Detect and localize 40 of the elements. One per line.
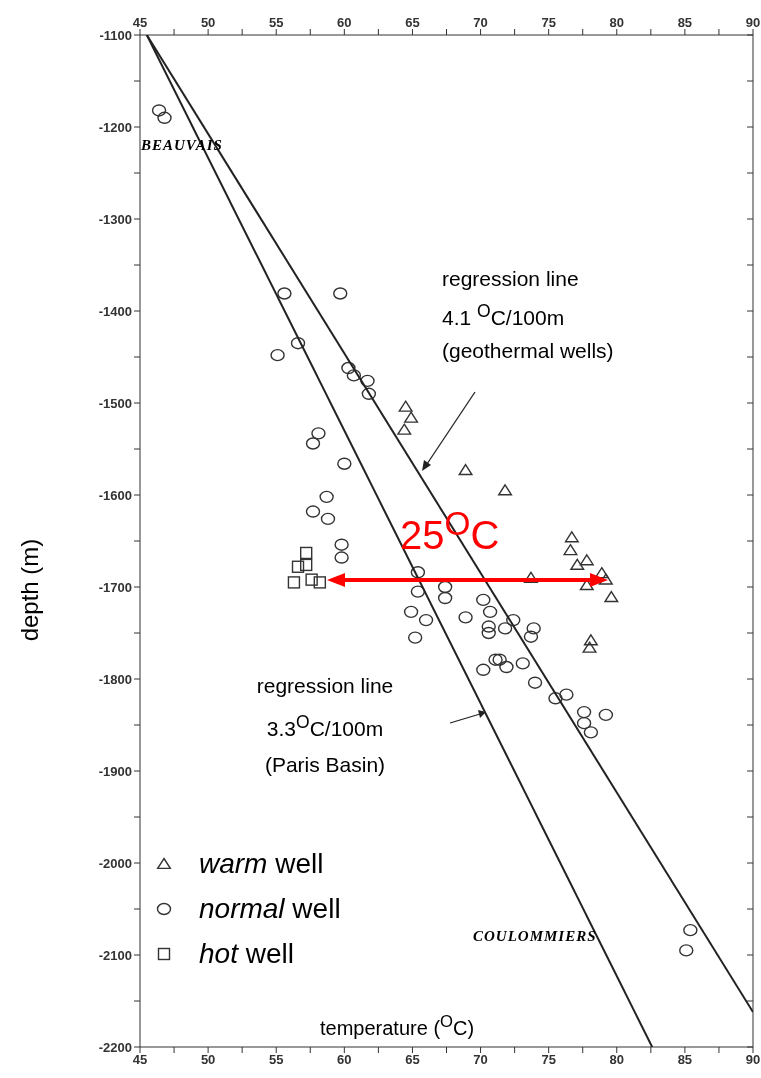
x2-tick-label: 70 [473,1052,488,1068]
annotation: COULOMMIERS [473,928,597,945]
x2-tick-label: 45 [132,1052,148,1068]
y-tick-label: -1600 [98,487,132,503]
x-tick-label: 70 [473,15,488,30]
y-tick-label: -1500 [98,395,132,411]
x-tick-label: 80 [609,15,625,30]
x2-tick-label: 50 [200,1052,216,1068]
y-tick-label: -1100 [99,27,132,43]
annotation: regression line 3.3$^{O}$C/100m (Paris Basin) [255,673,395,778]
x2-tick-label: 90 [745,1052,761,1068]
y-tick-label: -1400 [98,303,132,319]
legend-label: warm well [199,847,324,880]
x-tick-label: 60 [337,15,352,30]
x2-tick-label: 75 [541,1052,556,1068]
y-tick-label: -1900 [98,763,132,779]
legend-label: hot well [199,937,294,970]
x-tick-label: 85 [677,15,693,30]
y-axis-title: depth (m) [16,538,44,642]
y-tick-label: -1200 [98,119,132,135]
x2-tick-label: 80 [609,1052,625,1068]
annotation: regression line 4.1 $^{O}$C/100m (geothermal wells) [442,266,614,364]
y-tick-label: -1800 [98,671,132,687]
y-tick-label: -1700 [98,579,132,595]
x2-tick-label: 85 [677,1052,693,1068]
x2-tick-label: 65 [405,1052,420,1068]
legend-label: normal well [199,892,341,925]
y-tick-label: -2100 [98,947,132,963]
x-tick-label: 75 [541,15,556,30]
x-tick-label: 90 [745,15,761,30]
x-tick-label: 65 [405,15,420,30]
y-tick-label: -1300 [98,211,132,227]
x-tick-label: 55 [268,15,284,30]
x-tick-label: 45 [132,15,148,30]
x-axis-title: temperature ($^{O}$C) [320,1012,475,1040]
x2-tick-label: 60 [337,1052,352,1068]
y-tick-label: -2200 [98,1039,132,1055]
x-tick-label: 50 [200,15,216,30]
y-tick-label: -2000 [98,855,132,871]
x2-tick-label: 55 [268,1052,284,1068]
